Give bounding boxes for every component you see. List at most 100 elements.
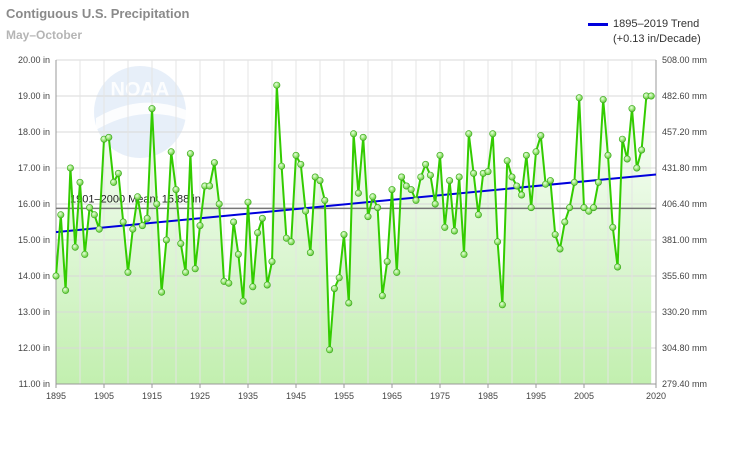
x-tick-label: 1975 (430, 391, 450, 401)
data-point (546, 177, 554, 185)
data-point (628, 105, 636, 113)
y-tick-label-mm: 279.40 mm (662, 379, 707, 389)
data-point (153, 200, 161, 208)
data-point (134, 193, 142, 201)
data-point (143, 214, 151, 222)
data-point (273, 81, 281, 89)
chart-title: Contiguous U.S. Precipitation (6, 6, 190, 21)
data-point (148, 105, 156, 113)
data-point (542, 180, 550, 188)
data-point (422, 160, 430, 168)
y-tick-label-mm: 406.40 mm (662, 199, 707, 209)
x-tick-label: 1915 (142, 391, 162, 401)
trend-legend-label: 1895–2019 Trend (613, 18, 700, 30)
noaa-logo-text: NOAA (111, 79, 170, 101)
data-point (292, 151, 300, 159)
data-point (302, 207, 310, 215)
data-point (388, 186, 396, 194)
data-point (570, 178, 578, 186)
data-point (378, 292, 386, 300)
data-point (335, 274, 343, 282)
data-point (230, 218, 238, 226)
y-tick-label-mm: 330.20 mm (662, 307, 707, 317)
x-tick-label: 2020 (646, 391, 666, 401)
data-point (350, 130, 358, 138)
y-tick-label-in: 15.00 in (18, 235, 50, 245)
data-point (182, 268, 190, 276)
data-point (158, 288, 166, 296)
y-tick-label-mm: 355.60 mm (662, 271, 707, 281)
data-point (498, 301, 506, 309)
data-point (431, 200, 439, 208)
data-point (566, 204, 574, 212)
y-tick-label-in: 11.00 in (19, 379, 50, 389)
data-point (206, 182, 214, 190)
data-point (196, 222, 204, 230)
y-tick-label-in: 20.00 in (18, 55, 50, 65)
x-tick-label: 1985 (478, 391, 498, 401)
y-tick-label-in: 18.00 in (18, 127, 50, 137)
data-point (412, 196, 420, 204)
trend-line (55, 173, 657, 234)
data-point (489, 130, 497, 138)
data-point (215, 200, 223, 208)
data-point (282, 234, 290, 242)
y-tick-label-mm: 457.20 mm (662, 127, 707, 137)
data-point (614, 263, 622, 271)
data-point (407, 186, 415, 194)
x-tick-label: 2005 (574, 391, 594, 401)
data-point (503, 157, 511, 165)
trend-legend-detail: (+0.13 in/Decade) (613, 33, 701, 45)
data-point (585, 207, 593, 215)
y-tick-label-mm: 431.80 mm (662, 163, 707, 173)
chart-subtitle: May–October (6, 28, 83, 42)
data-point (239, 297, 247, 305)
data-point (254, 229, 262, 237)
data-point (354, 189, 362, 197)
y-tick-label-in: 13.00 in (18, 307, 50, 317)
y-tick-label-mm: 482.60 mm (662, 91, 707, 101)
data-point (551, 231, 559, 239)
data-point (330, 285, 338, 293)
data-point (191, 265, 199, 273)
data-point (321, 196, 329, 204)
data-point (268, 258, 276, 266)
data-point (369, 193, 377, 201)
data-point (561, 218, 569, 226)
x-tick-label: 1925 (190, 391, 210, 401)
data-point (326, 346, 334, 354)
data-point (575, 94, 583, 102)
data-point (638, 146, 646, 154)
data-point (124, 268, 132, 276)
legend[interactable]: 1895–2019 Trend (+0.13 in/Decade) (588, 17, 701, 47)
data-point (594, 178, 602, 186)
data-point (167, 148, 175, 156)
data-point (436, 151, 444, 159)
data-point (532, 148, 540, 156)
x-tick-label: 1895 (46, 391, 66, 401)
data-point (441, 223, 449, 231)
y-tick-label-mm: 304.80 mm (662, 343, 707, 353)
data-point (618, 135, 626, 143)
data-point (210, 159, 218, 167)
data-point (52, 272, 60, 280)
data-point (599, 96, 607, 104)
x-tick-label: 1965 (382, 391, 402, 401)
data-point (446, 177, 454, 185)
data-point (374, 204, 382, 212)
data-point (537, 132, 545, 140)
data-point (508, 173, 516, 181)
data-point (393, 268, 401, 276)
y-tick-label-in: 17.00 in (18, 163, 50, 173)
data-point (114, 169, 122, 177)
data-point (340, 231, 348, 239)
data-point (57, 211, 65, 219)
data-point (474, 211, 482, 219)
data-point (110, 178, 118, 186)
x-tick-label: 1955 (334, 391, 354, 401)
data-point (306, 249, 314, 257)
data-point (86, 204, 94, 212)
data-point (455, 173, 463, 181)
data-point (460, 250, 468, 258)
